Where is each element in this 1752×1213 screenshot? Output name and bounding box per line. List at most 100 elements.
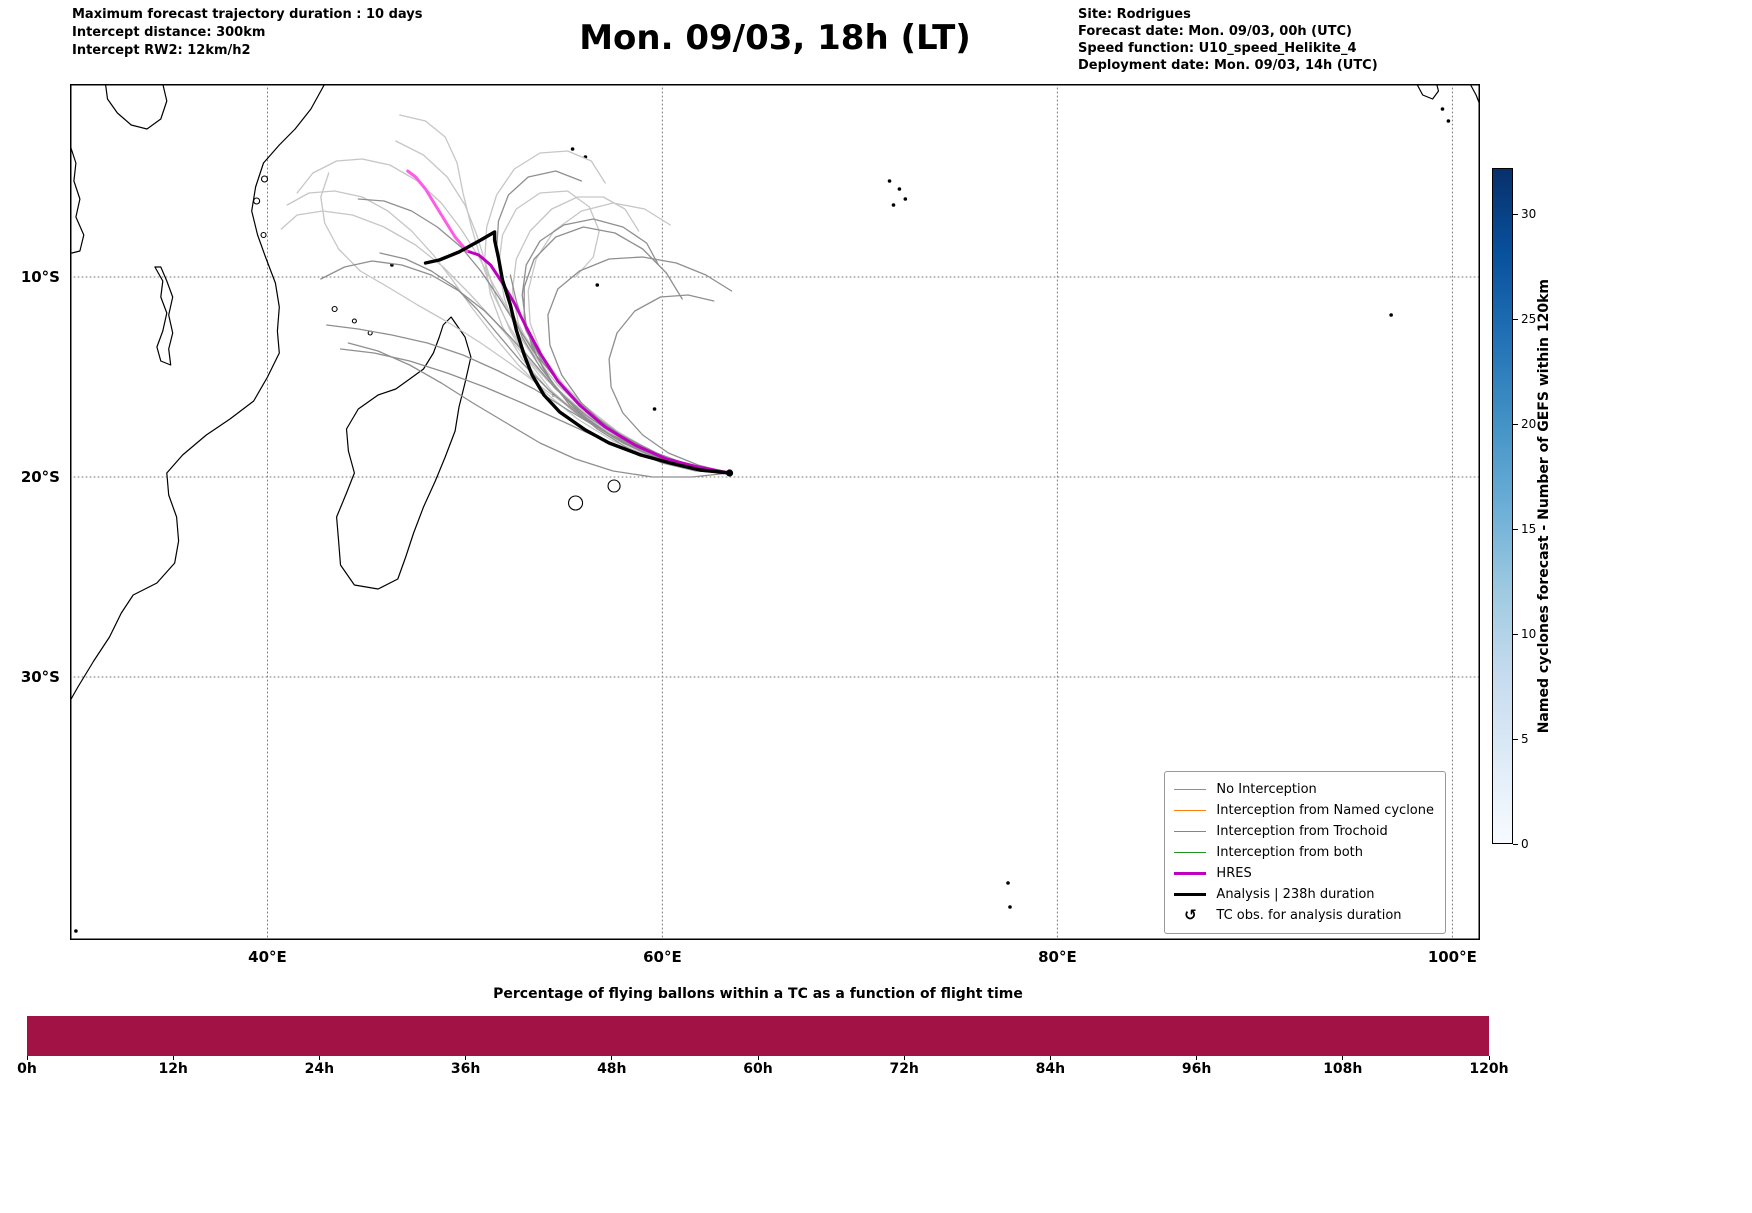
y-tick-label: 30°S <box>20 668 60 686</box>
bottom-tick-mark <box>611 1056 613 1060</box>
bottom-tick-label: 120h <box>1469 1061 1509 1077</box>
legend-line-sample <box>1174 789 1207 790</box>
legend-item-label: Analysis | 238h duration <box>1216 887 1375 902</box>
bottom-chart-bar <box>27 1016 1489 1056</box>
bottom-tick-label: 108h <box>1323 1061 1363 1077</box>
legend-line <box>1174 893 1207 896</box>
bottom-tick-label: 12h <box>158 1061 188 1077</box>
legend-item: Interception from Trochoid <box>1174 821 1434 842</box>
annotation-line: Deployment date: Mon. 09/03, 14h (UTC) <box>1078 58 1378 73</box>
islet-dot <box>1440 107 1445 111</box>
bottom-tick-mark <box>757 1056 759 1060</box>
map-frame <box>70 84 1480 940</box>
bottom-tick-mark <box>172 1056 174 1060</box>
legend-line <box>1174 872 1207 875</box>
legend-line-sample <box>1174 810 1207 811</box>
tc-obs-marker-icon: ↺ <box>1174 908 1206 923</box>
annotation-top-left: Maximum forecast trajectory duration : 1… <box>72 6 423 60</box>
colorbar-tick-label: 20 <box>1521 417 1537 432</box>
annotation-line: Intercept RW2: 12km/h2 <box>72 43 251 58</box>
legend-item: HRES <box>1174 863 1434 884</box>
annotation-line: Forecast date: Mon. 09/03, 00h (UTC) <box>1078 24 1353 39</box>
islet-dot <box>652 407 657 411</box>
colorbar-label-text: Named cyclones forecast - Number of GEFS… <box>1536 278 1552 734</box>
annotation-line: Intercept distance: 300km <box>72 25 266 40</box>
start-point-rodrigues <box>725 469 734 477</box>
coastline-east-africa <box>70 84 326 702</box>
islet-dot <box>595 283 600 287</box>
ensemble-trajectory <box>608 294 731 474</box>
coastline-lake-victoria <box>104 84 168 130</box>
island-zanzibar <box>253 197 261 205</box>
colorbar-label: Named cyclones forecast - Number of GEFS… <box>1532 168 1556 844</box>
colorbar-tick-mark <box>1513 843 1518 845</box>
bottom-tick-mark <box>1342 1056 1344 1060</box>
legend-line <box>1174 831 1207 832</box>
island-anjouan <box>351 318 357 324</box>
bottom-tick-mark <box>1488 1056 1490 1060</box>
islet-dot <box>74 929 78 933</box>
page-title: Mon. 09/03, 18h (LT) <box>579 18 971 58</box>
bottom-tick-label: 0h <box>17 1061 37 1077</box>
ensemble-trajectory <box>547 256 733 474</box>
legend-item: Interception from Named cyclone <box>1174 800 1434 821</box>
bottom-chart-title: Percentage of flying ballons within a TC… <box>493 986 1023 1002</box>
trajectory-map-canvas <box>70 84 1480 940</box>
coastline-lake-malawi <box>154 266 174 366</box>
islet-dot <box>570 147 575 151</box>
legend-item-label: Interception from both <box>1216 845 1364 860</box>
ensemble-trajectory <box>399 114 731 474</box>
ensemble-trajectory <box>286 190 731 474</box>
bottom-tick-label: 36h <box>450 1061 481 1077</box>
legend-line-sample <box>1174 893 1207 896</box>
annotation-line: Site: Rodrigues <box>1078 7 1191 22</box>
colorbar-tick-label: 25 <box>1521 312 1537 327</box>
colorbar-tick-mark <box>1513 213 1518 215</box>
bottom-tick-label: 48h <box>597 1061 627 1077</box>
colorbar-tick-mark <box>1513 633 1518 635</box>
bottom-tick-label: 24h <box>304 1061 335 1077</box>
ensemble-trajectory <box>357 198 731 474</box>
x-tick-label: 100°E <box>1427 948 1477 966</box>
x-tick-label: 80°E <box>1038 948 1077 966</box>
island-grande-comore <box>331 305 338 313</box>
legend-item-label: HRES <box>1216 866 1252 881</box>
legend-item: No Interception <box>1174 779 1434 800</box>
bottom-tick-mark <box>465 1056 467 1060</box>
bottom-tick-mark <box>318 1056 320 1060</box>
colorbar-tick-label: 30 <box>1521 207 1537 222</box>
ensemble-trajectory <box>379 252 731 474</box>
colorbar-tick-mark <box>1513 738 1518 740</box>
legend-line-sample <box>1174 831 1207 832</box>
bottom-tick-label: 72h <box>889 1061 919 1077</box>
islet-dot <box>891 203 896 207</box>
legend-line-sample <box>1174 872 1207 875</box>
colorbar-tick-label: 15 <box>1521 522 1537 537</box>
colorbar-tick-mark <box>1513 318 1518 320</box>
annotation-top-right: Site: Rodrigues Forecast date: Mon. 09/0… <box>1078 6 1378 74</box>
ensemble-trajectory <box>521 218 731 474</box>
bottom-tick-mark <box>1196 1056 1198 1060</box>
trajectory-map: No Interception Interception from Named c… <box>70 84 1480 940</box>
colorbar-tick-label: 0 <box>1521 837 1529 851</box>
islet-dot <box>1446 119 1451 123</box>
legend-item-label: TC obs. for analysis duration <box>1216 908 1402 923</box>
legend-item: Interception from both <box>1174 842 1434 863</box>
ensemble-trajectory <box>280 210 731 474</box>
island-pemba <box>260 175 269 183</box>
legend-item-label: Interception from Trochoid <box>1216 824 1388 839</box>
legend-item-label: No Interception <box>1216 782 1317 797</box>
legend-line <box>1174 789 1207 790</box>
x-tick-label: 60°E <box>643 948 682 966</box>
legend-line-sample <box>1174 852 1207 853</box>
coastline-lake-tanganyika <box>70 144 85 254</box>
legend-line <box>1174 852 1207 853</box>
islet-dot <box>1008 905 1012 909</box>
coastline-madagascar <box>336 316 472 590</box>
ensemble-trajectory <box>347 342 731 478</box>
island-mauritius <box>607 479 621 493</box>
legend: No Interception Interception from Named c… <box>1164 771 1446 934</box>
y-tick-label: 10°S <box>20 268 60 286</box>
coastline-sumatra-islands <box>1416 84 1440 100</box>
legend-item: ↺ TC obs. for analysis duration <box>1174 905 1434 926</box>
